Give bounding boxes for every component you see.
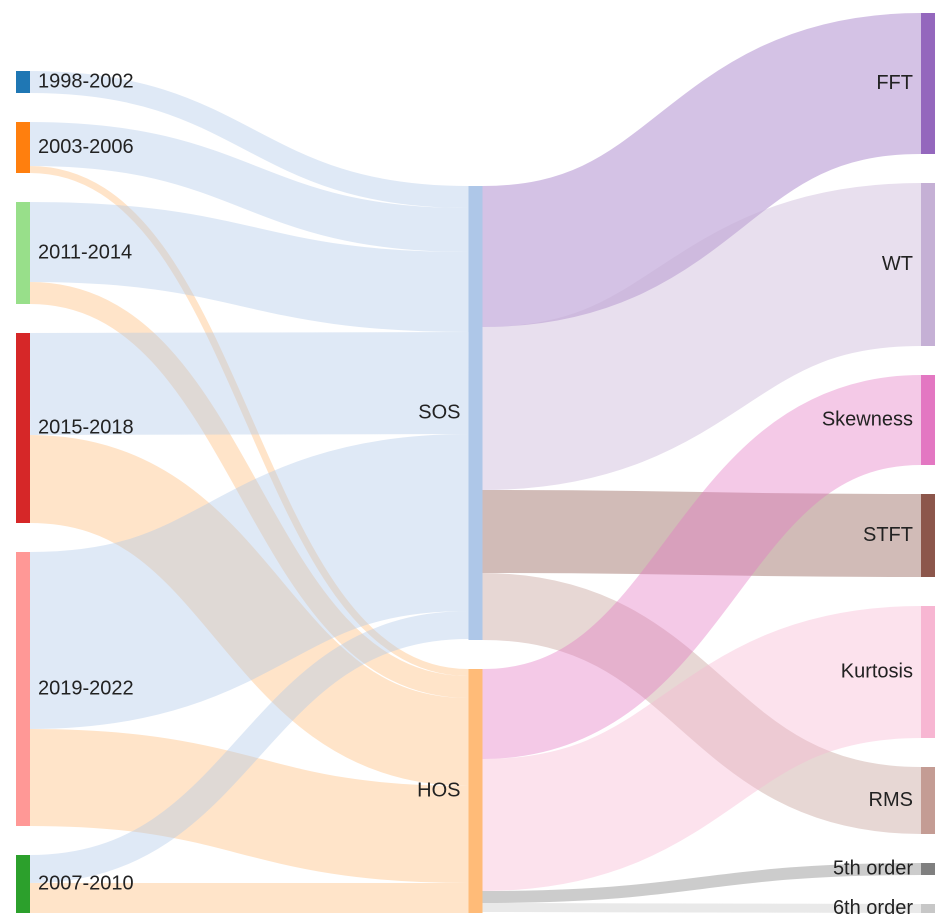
node [921, 375, 935, 465]
node-label: SOS [418, 401, 460, 423]
node-label: Skewness [822, 408, 913, 430]
node [921, 904, 935, 913]
node [468, 669, 483, 913]
node [921, 767, 935, 834]
node [468, 186, 483, 640]
link [480, 375, 923, 759]
link [29, 332, 469, 435]
link [29, 71, 469, 208]
link [480, 183, 923, 490]
node [921, 13, 935, 154]
link [482, 863, 922, 903]
node [921, 183, 935, 346]
link [28, 435, 470, 786]
node [16, 202, 30, 304]
link [480, 13, 923, 327]
node [16, 71, 30, 93]
link [29, 202, 469, 332]
link [29, 122, 469, 252]
link [482, 490, 922, 577]
link [29, 611, 469, 883]
node-label: 5th order [833, 857, 913, 879]
link [481, 606, 923, 891]
node [16, 122, 30, 173]
node-label: FFT [876, 72, 913, 94]
node-label: 1998-2002 [38, 70, 134, 92]
node [16, 333, 30, 523]
node-label: WT [882, 253, 913, 275]
node-label: 2015-2018 [38, 416, 134, 438]
node-label: 2019-2022 [38, 677, 134, 699]
node [921, 494, 935, 577]
node-label: HOS [417, 779, 460, 801]
node-label: 6th order [833, 897, 913, 918]
node [16, 552, 30, 826]
node-label: 2003-2006 [38, 136, 134, 158]
link [29, 166, 469, 676]
link [482, 903, 922, 913]
node [921, 606, 935, 738]
node [16, 855, 30, 913]
node-label: RMS [869, 789, 913, 811]
node-label: 2011-2014 [38, 241, 132, 263]
link [29, 282, 469, 698]
node-label: STFT [863, 524, 913, 546]
node [921, 863, 935, 875]
links [28, 13, 923, 914]
node-label: 2007-2010 [38, 872, 134, 894]
link [481, 573, 922, 834]
node-label: Kurtosis [841, 660, 913, 682]
link [28, 434, 470, 729]
link [29, 729, 469, 883]
